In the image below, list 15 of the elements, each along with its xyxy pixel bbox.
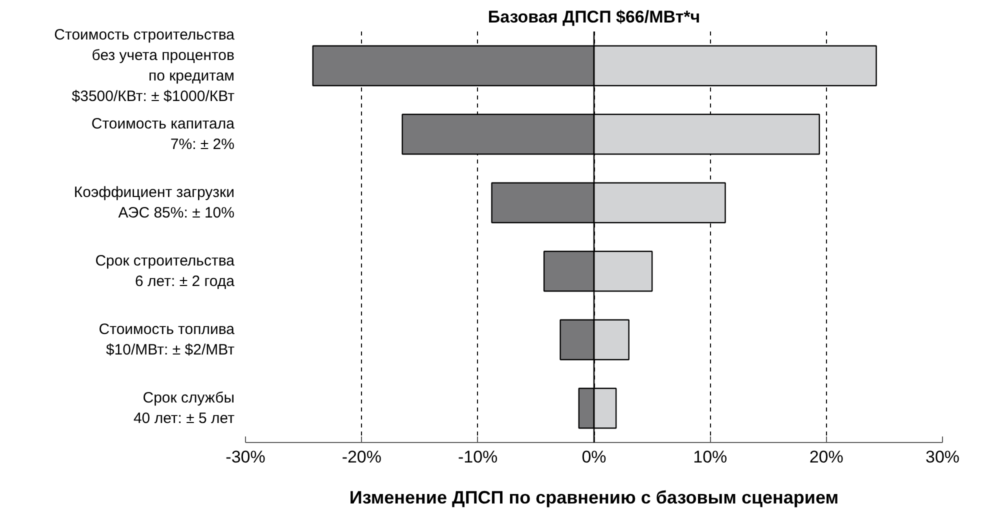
x-tick-label: -20% [342,448,382,466]
y-tick-label: Срок службы 40 лет: ± 5 лет [133,390,235,427]
x-tick-label: 0% [582,448,606,466]
x-axis-title: Изменение ДПСП по сравнению с базовым сценарием [349,488,839,508]
y-tick-label: Стоимость топлива $10/МВт: ± $2/МВт [98,321,236,358]
y-tick-label: Коэффициент загрузки АЭС 85%: ± 10% [74,184,235,222]
x-tick-label: -10% [458,448,498,466]
y-tick-label: Стоимость строительства без учета процентов по кредитам $3500/КВт: ± $1000/КВт [54,26,236,105]
y-tick-label: Стоимость капитала 7%: ± 2% [91,116,236,153]
x-tick-label: 20% [809,448,844,466]
x-tick-label: 10% [693,448,728,466]
y-tick-label: Срок строительства 6 лет: ± 2 года [95,252,236,290]
x-tick-label: 30% [925,448,960,466]
chart-title: Базовая ДПСП $66/МВт*ч [488,8,700,26]
x-tick-label: -30% [226,448,266,466]
